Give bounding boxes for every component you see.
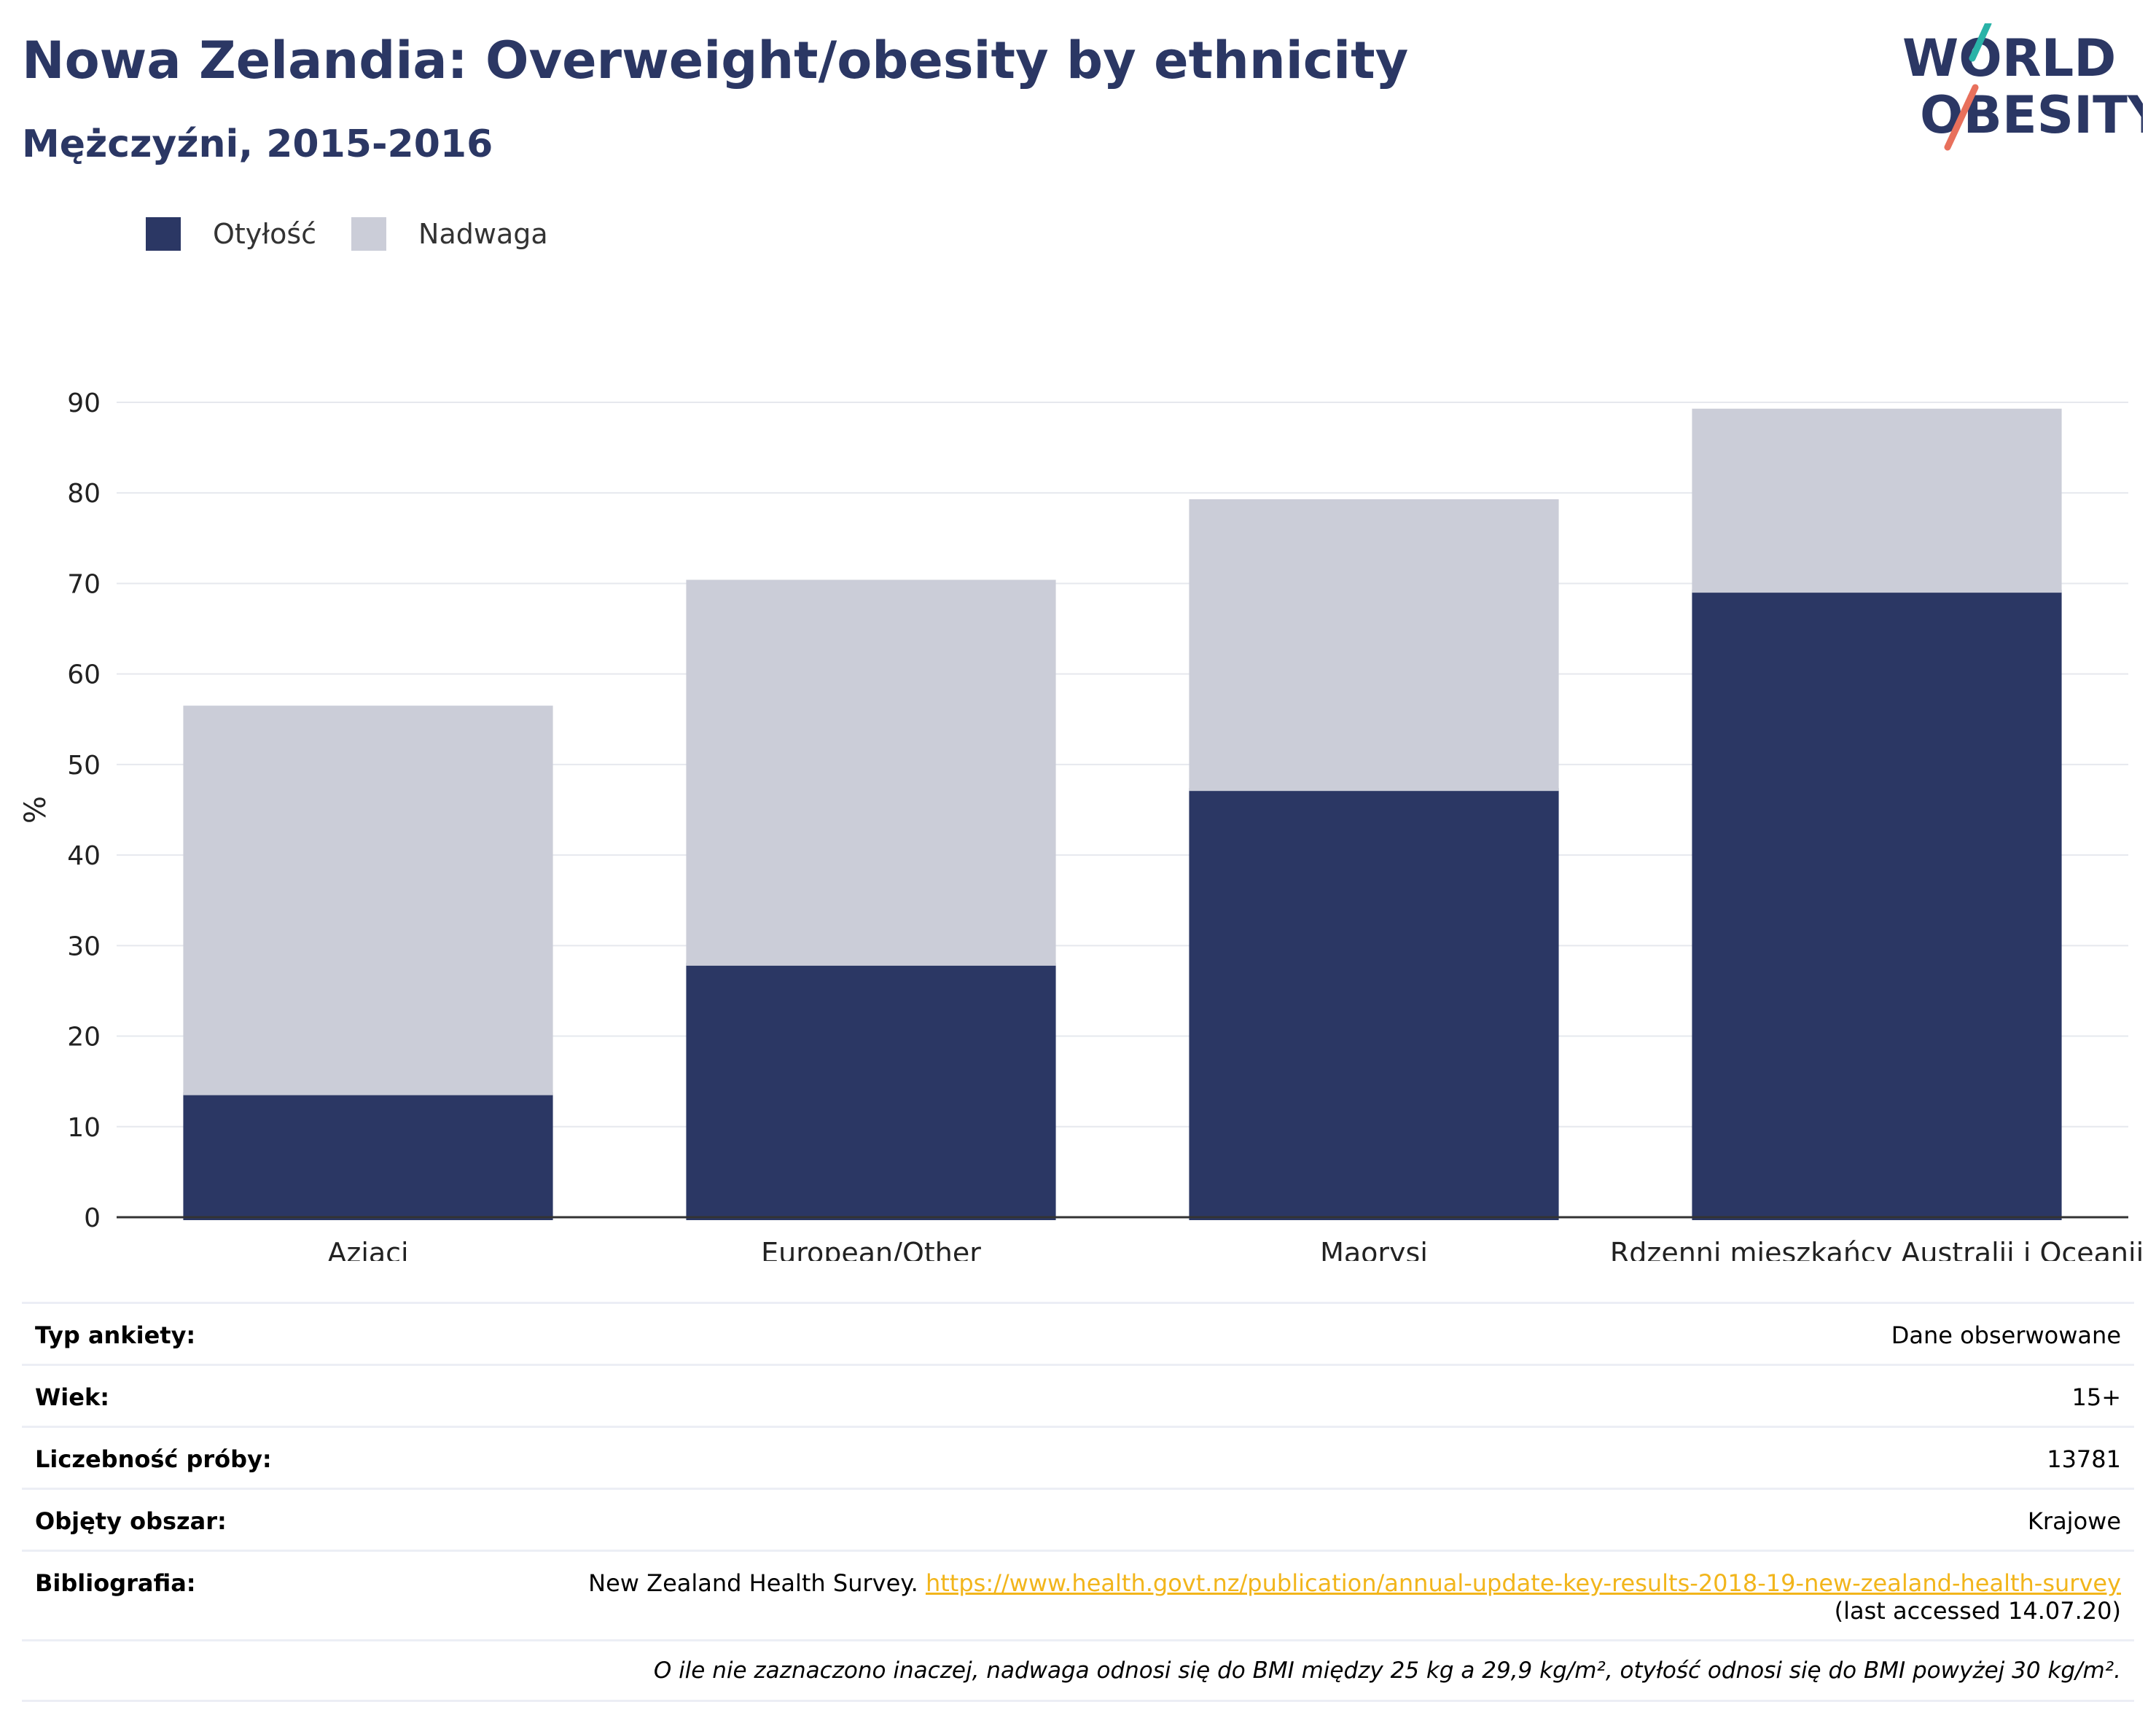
y-tick-label: 10 <box>67 1113 101 1143</box>
y-tick-label: 0 <box>84 1203 101 1233</box>
info-key: Typ ankiety: <box>35 1321 196 1349</box>
world-obesity-logo: WORLD OBESITY <box>1902 23 2143 151</box>
info-table: Typ ankiety: Dane obserwowane Wiek: 15+ … <box>22 1302 2134 1702</box>
bar-overweight <box>1189 499 1559 792</box>
x-category-label: Azjaci <box>327 1237 408 1261</box>
info-key: Bibliografia: <box>35 1569 196 1597</box>
info-row-sample-size: Liczebność próby: 13781 <box>22 1426 2134 1488</box>
bar-overweight <box>183 706 553 1096</box>
chart-subtitle: Mężczyźni, 2015-2016 <box>22 122 493 166</box>
legend-item-overweight[interactable]: Nadwaga <box>351 217 548 251</box>
info-key: Wiek: <box>35 1383 110 1411</box>
y-tick-label: 80 <box>67 479 101 509</box>
bibliography-link[interactable]: https://www.health.govt.nz/publication/a… <box>925 1569 2121 1597</box>
x-category-label: Maorysi <box>1320 1237 1428 1261</box>
x-category-label: European/Other <box>761 1237 981 1261</box>
info-value: 13781 <box>2047 1445 2121 1473</box>
info-row-survey-type: Typ ankiety: Dane obserwowane <box>22 1302 2134 1364</box>
y-tick-label: 60 <box>67 660 101 690</box>
info-value: 15+ <box>2071 1383 2121 1411</box>
bmi-footnote: O ile nie zaznaczono inaczej, nadwaga od… <box>22 1639 2134 1702</box>
y-tick-label: 20 <box>67 1023 101 1052</box>
y-axis-label: % <box>19 796 52 824</box>
info-row-area: Objęty obszar: Krajowe <box>22 1488 2134 1550</box>
bar-obesity <box>183 1092 553 1220</box>
y-tick-label: 30 <box>67 932 101 961</box>
legend-swatch-overweight <box>351 217 387 251</box>
y-tick-label: 50 <box>67 751 101 781</box>
chart-title: Nowa Zelandia: Overweight/obesity by eth… <box>22 31 1409 90</box>
info-key: Liczebność próby: <box>35 1445 272 1473</box>
bar-obesity <box>1189 788 1559 1220</box>
chart-legend: Otyłość Nadwaga <box>146 217 583 251</box>
bar-chart: 0 10 20 30 40 50 60 70 80 90% Azjaci European/Other… <box>19 388 2144 1261</box>
info-key: Objęty obszar: <box>35 1507 227 1535</box>
bar-obesity <box>686 962 1056 1220</box>
bar-overweight <box>686 579 1056 966</box>
info-value: Krajowe <box>2027 1507 2121 1535</box>
bibliography-value: New Zealand Health Survey. https://www.h… <box>588 1569 2121 1625</box>
bar-overweight <box>1692 408 2062 593</box>
logo-line2: OBESITY <box>1920 85 2143 145</box>
legend-item-obesity[interactable]: Otyłość <box>146 217 316 251</box>
legend-label-overweight: Nadwaga <box>418 218 548 250</box>
info-value: Dane obserwowane <box>1891 1321 2121 1349</box>
y-tick-label: 40 <box>67 841 101 871</box>
y-tick-label: 90 <box>67 388 101 418</box>
legend-swatch-obesity <box>146 217 181 251</box>
bibliography-source: New Zealand Health Survey. <box>588 1569 926 1597</box>
x-category-label: Rdzenni mieszkańcy Australii i Oceanii <box>1610 1237 2144 1261</box>
bar-obesity <box>1692 590 2062 1220</box>
logo-line1: WORLD <box>1902 28 2116 88</box>
info-row-age: Wiek: 15+ <box>22 1364 2134 1426</box>
info-row-bibliography: Bibliografia: New Zealand Health Survey.… <box>22 1550 2134 1639</box>
bibliography-accessed: (last accessed 14.07.20) <box>1834 1597 2121 1625</box>
legend-label-obesity: Otyłość <box>213 218 317 250</box>
y-tick-label: 70 <box>67 569 101 599</box>
